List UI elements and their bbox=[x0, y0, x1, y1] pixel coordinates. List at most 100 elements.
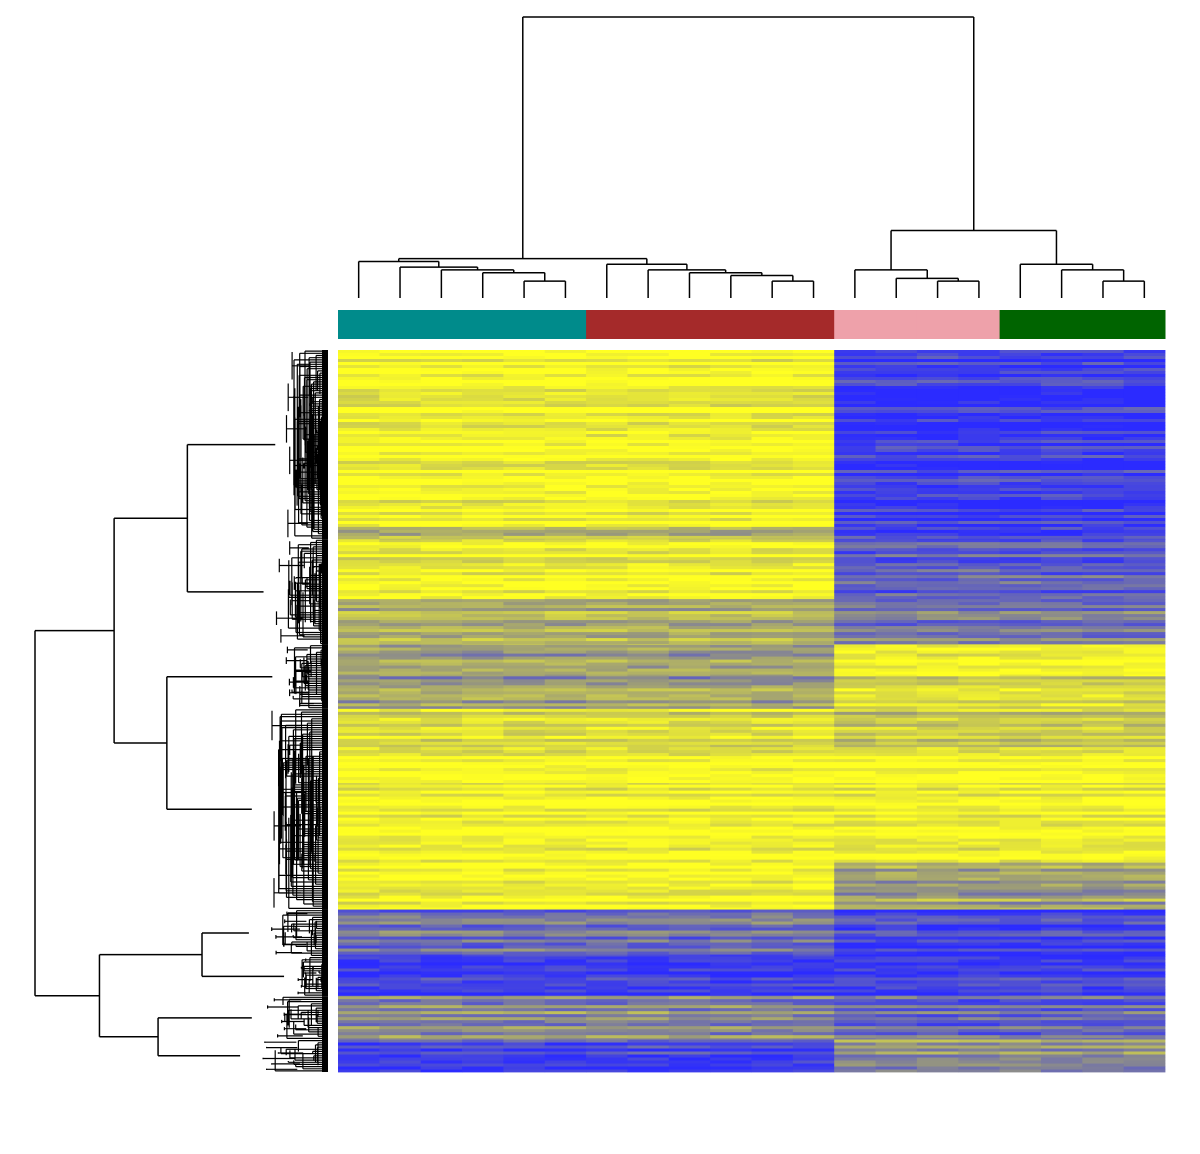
heatmap-cell bbox=[958, 524, 1000, 528]
heatmap-cell bbox=[379, 389, 422, 393]
heatmap-cell bbox=[420, 422, 463, 426]
heatmap-cell bbox=[462, 980, 504, 984]
heatmap-cell bbox=[1082, 581, 1125, 585]
heatmap-cell bbox=[999, 853, 1042, 858]
heatmap-cell bbox=[462, 497, 504, 501]
heatmap-cell bbox=[710, 479, 752, 483]
heatmap-cell bbox=[875, 566, 918, 570]
heatmap-cell bbox=[999, 395, 1042, 399]
heatmap-cell bbox=[338, 452, 380, 456]
heatmap-cell bbox=[544, 593, 587, 597]
heatmap-cell bbox=[1123, 708, 1166, 713]
heatmap-cell bbox=[420, 1011, 463, 1015]
heatmap-cell bbox=[338, 497, 380, 501]
heatmap-cell bbox=[751, 644, 794, 648]
heatmap-cell bbox=[916, 383, 959, 387]
heatmap-cell bbox=[916, 787, 959, 792]
heatmap-cell bbox=[627, 747, 670, 751]
heatmap-cell bbox=[916, 596, 959, 600]
heatmap-cell bbox=[627, 708, 670, 713]
heatmap-cell bbox=[627, 464, 670, 468]
heatmap-cell bbox=[586, 1042, 628, 1046]
heatmap-cell bbox=[668, 671, 711, 675]
heatmap-cell bbox=[668, 647, 711, 651]
heatmap-cell bbox=[1123, 901, 1166, 906]
heatmap-cell bbox=[1040, 653, 1083, 657]
heatmap-cell bbox=[462, 856, 504, 861]
heatmap-cell bbox=[875, 942, 918, 946]
heatmap-cell bbox=[792, 874, 835, 879]
heatmap-cell bbox=[668, 560, 711, 564]
heatmap-cell bbox=[420, 780, 463, 784]
heatmap-cell bbox=[1040, 1002, 1083, 1006]
heatmap-cell bbox=[627, 694, 670, 698]
heatmap-cell bbox=[338, 656, 380, 660]
heatmap-cell bbox=[999, 814, 1042, 819]
heatmap-cell bbox=[875, 1029, 918, 1033]
heatmap-cell bbox=[1040, 936, 1083, 940]
heatmap-cell bbox=[1040, 377, 1083, 381]
heatmap-cell bbox=[627, 1002, 670, 1006]
heatmap-cell bbox=[1040, 407, 1083, 411]
heatmap-cell bbox=[710, 992, 752, 996]
heatmap-cell bbox=[875, 584, 918, 588]
heatmap-cell bbox=[544, 974, 587, 978]
heatmap-cell bbox=[1040, 1060, 1083, 1064]
heatmap-cell bbox=[586, 711, 628, 716]
heatmap-cell bbox=[503, 823, 546, 828]
heatmap-cell bbox=[1123, 578, 1166, 582]
heatmap-cell bbox=[503, 904, 546, 909]
heatmap-cell bbox=[1123, 512, 1166, 516]
heatmap-cell bbox=[668, 476, 711, 480]
heatmap-cell bbox=[379, 566, 422, 570]
heatmap-cell bbox=[503, 768, 546, 772]
heatmap-cell bbox=[1040, 956, 1083, 960]
heatmap-cell bbox=[379, 503, 422, 507]
heatmap-cell bbox=[875, 1026, 918, 1030]
heatmap-cell bbox=[586, 777, 628, 781]
heatmap-cell bbox=[544, 440, 587, 444]
heatmap-cell bbox=[1040, 983, 1083, 987]
heatmap-cell bbox=[1123, 720, 1166, 725]
heatmap-cell bbox=[668, 674, 711, 677]
heatmap-cell bbox=[668, 539, 711, 543]
heatmap-cell bbox=[1123, 575, 1166, 579]
heatmap-cell bbox=[751, 838, 794, 843]
heatmap-cell bbox=[503, 437, 546, 441]
heatmap-cell bbox=[834, 1048, 876, 1052]
heatmap-cell bbox=[586, 362, 628, 366]
heatmap-cell bbox=[751, 410, 794, 414]
heatmap-cell bbox=[999, 983, 1042, 987]
heatmap-cell bbox=[627, 389, 670, 393]
heatmap-cell bbox=[503, 479, 546, 483]
heatmap-cell bbox=[751, 948, 794, 952]
heatmap-cell bbox=[751, 590, 794, 594]
heatmap-cell bbox=[1082, 892, 1125, 897]
heatmap-cell bbox=[503, 428, 546, 432]
heatmap-cell bbox=[338, 449, 380, 453]
heatmap-cell bbox=[586, 464, 628, 468]
heatmap-cell bbox=[586, 835, 628, 840]
heatmap-cell bbox=[586, 596, 628, 600]
heatmap-cell bbox=[875, 428, 918, 432]
heatmap-cell bbox=[586, 951, 628, 955]
heatmap-cell bbox=[627, 796, 670, 801]
heatmap-cell bbox=[875, 688, 918, 692]
heatmap-cell bbox=[751, 808, 794, 813]
heatmap-cell bbox=[338, 632, 380, 636]
heatmap-cell bbox=[999, 942, 1042, 946]
heatmap-cell bbox=[710, 641, 752, 645]
heatmap-cell bbox=[544, 850, 587, 855]
heatmap-cell bbox=[420, 518, 463, 522]
heatmap-cell bbox=[420, 951, 463, 955]
heatmap-cell bbox=[1123, 1048, 1166, 1052]
heatmap-cell bbox=[503, 491, 546, 495]
heatmap-cell bbox=[1040, 706, 1083, 710]
heatmap-cell bbox=[627, 368, 670, 372]
heatmap-cell bbox=[1040, 907, 1083, 910]
heatmap-cell bbox=[462, 422, 504, 426]
heatmap-cell bbox=[586, 551, 628, 555]
heatmap-cell bbox=[999, 765, 1042, 769]
heatmap-cell bbox=[710, 829, 752, 834]
heatmap-cell bbox=[586, 569, 628, 573]
